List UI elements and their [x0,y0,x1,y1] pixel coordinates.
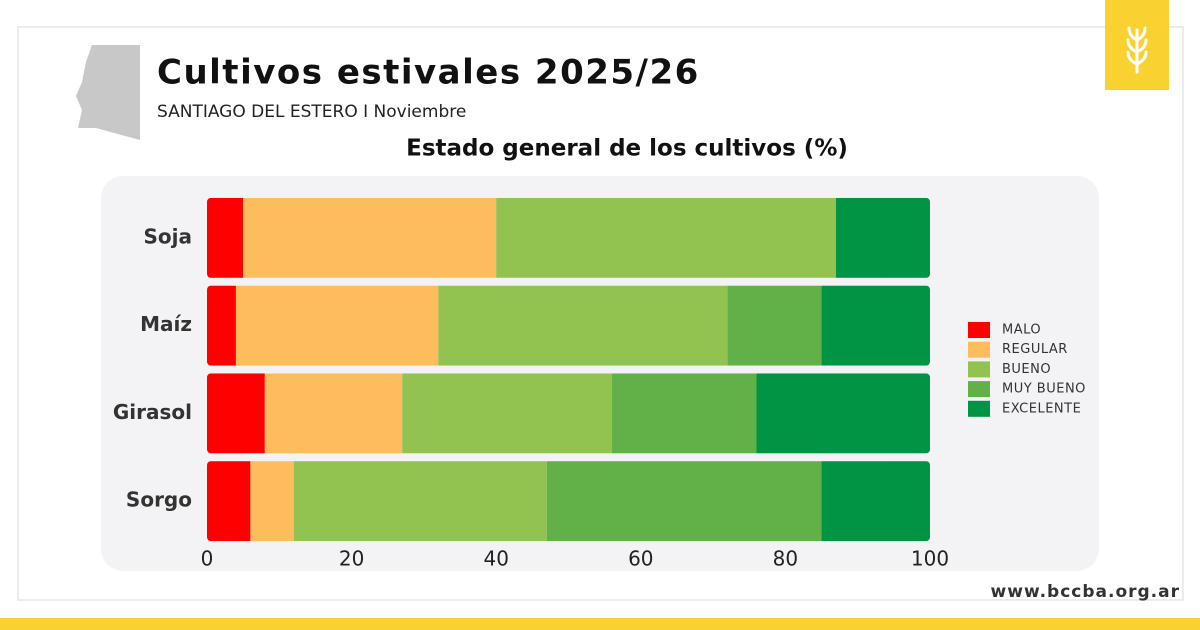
x-tick-label: 0 [201,547,214,571]
bar-segment [207,197,244,278]
legend-label: EXCELENTE [1002,401,1081,416]
y-tick-label: Sorgo [126,488,192,512]
legend-swatch [968,361,990,378]
bar-segment [496,197,837,278]
bar-row [207,373,930,454]
bar-segment [402,373,612,454]
legend-label: MUY BUENO [1002,382,1086,397]
subtitle: SANTIAGO DEL ESTERO I Noviembre [157,102,466,122]
legend-label: BUENO [1002,362,1051,377]
legend-label: MALO [1002,323,1041,338]
bar-segment [821,461,930,542]
x-tick-label: 100 [911,547,949,571]
x-tick-label: 40 [483,547,508,571]
bar-segment [293,461,547,542]
bar-segment [264,373,403,454]
bar-row [207,461,930,542]
legend-swatch [968,341,990,358]
y-tick-label: Girasol [113,400,192,424]
bar-row [207,285,930,366]
bar-segment [821,285,930,366]
bar-segment [207,285,236,366]
bar-segment [438,285,728,366]
legend-swatch [968,381,990,398]
bar-segment [546,461,822,542]
wheat-icon [1126,26,1148,74]
y-tick-label: Maíz [140,312,192,336]
bar-segment [235,285,439,366]
bar-segment [727,285,822,366]
x-tick-label: 80 [773,547,798,571]
bar-segment [756,373,930,454]
chart-title: Estado general de los cultivos (%) [406,136,848,162]
title: Cultivos estivales 2025/26 [157,53,700,93]
source: www.bccba.org.ar [991,582,1180,602]
bar-segment [611,373,757,454]
legend-label: REGULAR [1002,342,1068,357]
legend-swatch [968,400,990,417]
bar-row [207,197,930,278]
bar-segment [243,197,497,278]
x-tick-label: 60 [628,547,653,571]
footer-band [0,618,1200,630]
y-tick-label: Soja [144,224,193,248]
bar-segment [207,373,265,454]
x-tick-label: 20 [339,547,364,571]
bar-segment [250,461,294,542]
province-map [76,45,140,140]
bar-segment [836,197,930,278]
legend-swatch [968,322,990,338]
bar-segment [207,461,251,542]
